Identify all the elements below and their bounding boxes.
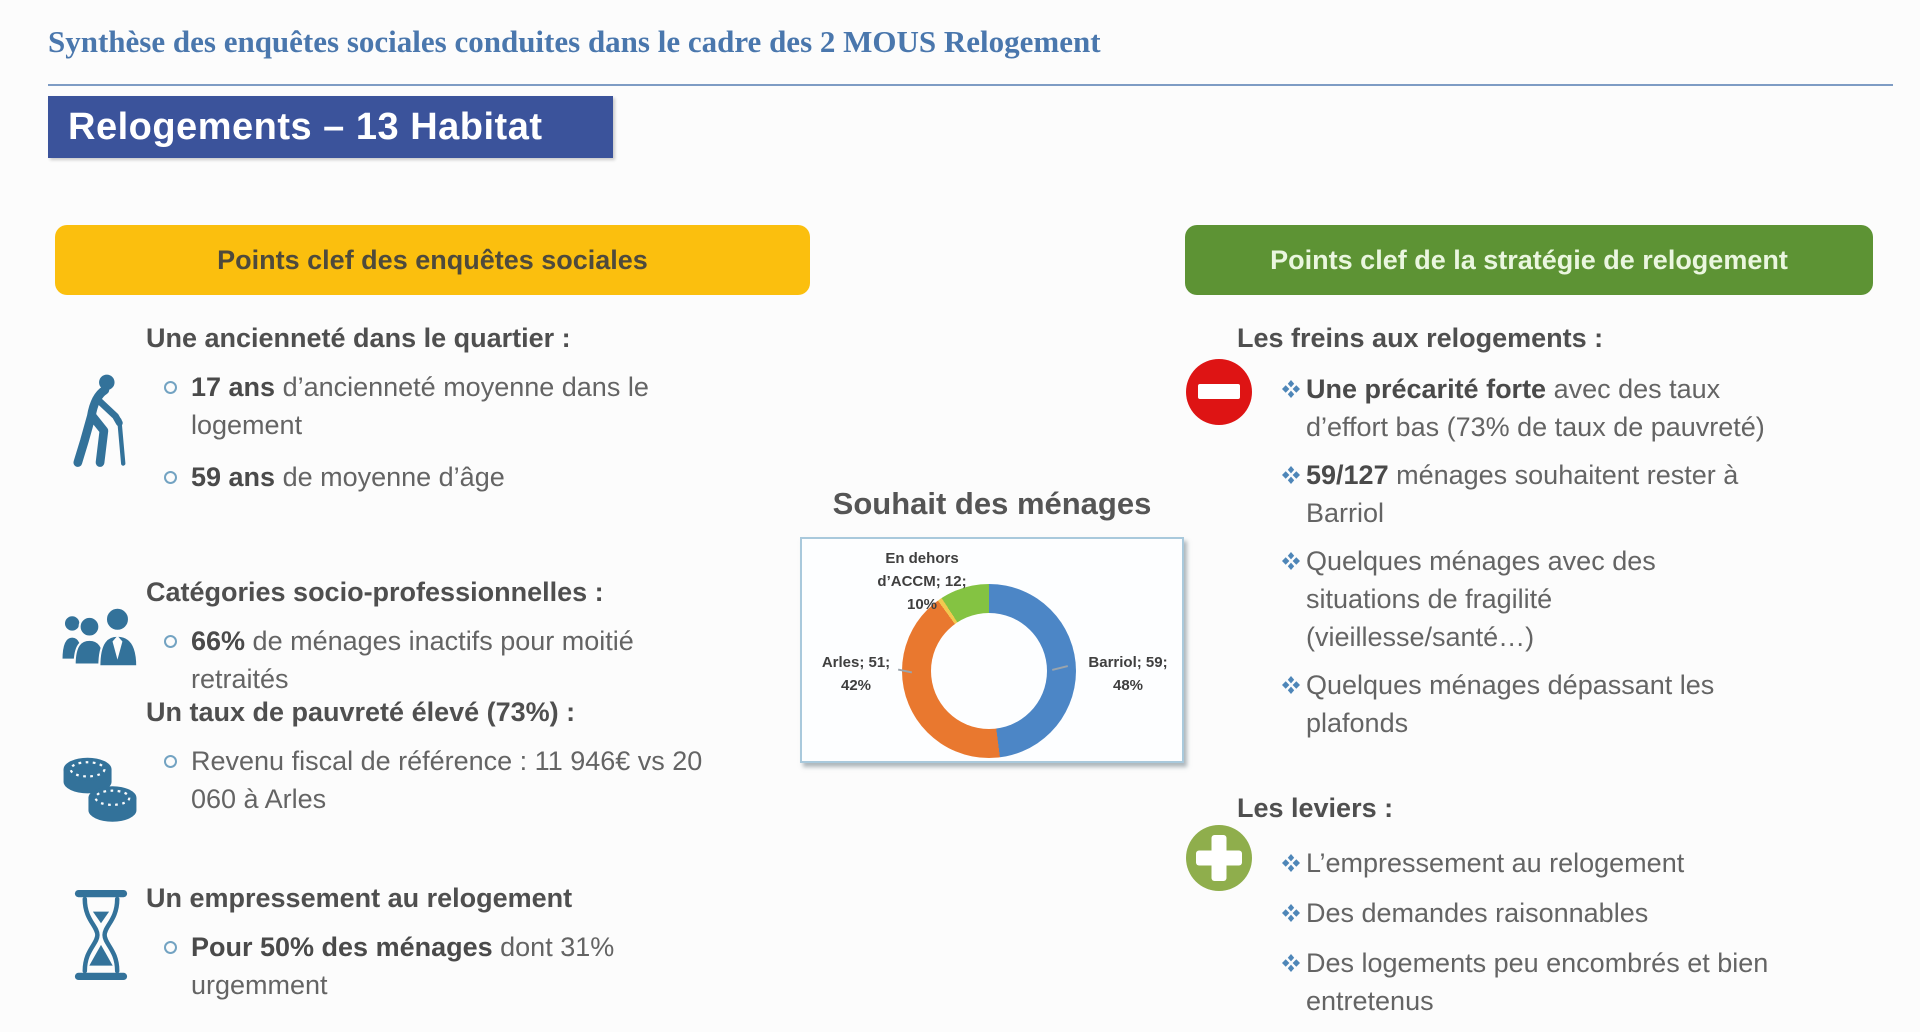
bullet-item: L’empressement au relogement [1281, 844, 1915, 882]
slice-label-line: d’ACCM; 12; [877, 573, 967, 590]
bullet-text: Pour 50% des ménages dont 31% urgemment [191, 932, 615, 1000]
section-heading: Catégories socio-professionnelles : [146, 577, 604, 607]
left-section: Une ancienneté dans le quartier : 17 ans … [48, 318, 708, 510]
left-panel-header-label: Points clef des enquêtes sociales [217, 244, 648, 275]
diamond-bullet-icon [1281, 465, 1301, 485]
bullet-list: Pour 50% des ménages dont 31% urgemment [164, 928, 708, 1004]
bullet-text: Des logements peu encombrés et bien entr… [1306, 948, 1769, 1016]
group-heading: Les leviers : [1237, 793, 1394, 823]
slice-label: En dehors d’ACCM; 12; 10% [847, 547, 997, 616]
bullet-bold-text: 17 ans [191, 372, 276, 402]
bullet-text: Quelques ménages avec des situations de … [1306, 546, 1656, 652]
bullet-bold-text: 59 ans [191, 462, 276, 492]
chart-title: Souhait des ménages [832, 486, 1152, 521]
bullet-item: Pour 50% des ménages dont 31% urgemment [164, 928, 708, 1004]
divider-line [48, 84, 1893, 86]
bullet-bold-text: 59/127 [1306, 460, 1389, 490]
section-heading: Un empressement au relogement [146, 883, 573, 913]
left-section: Un empressement au relogement Pour 50% de… [48, 878, 708, 1018]
right-group: Les freins aux relogements : Une précarit… [1185, 318, 1915, 752]
bullet-item: Une précarité forte avec des taux d’effo… [1281, 370, 1915, 446]
section-heading: Une ancienneté dans le quartier : [146, 323, 571, 353]
slice-label: Barriol; 59; 48% [1058, 651, 1198, 697]
slice-label-line: En dehors [885, 550, 959, 567]
chart-frame: Barriol; 59; 48% Arles; 51; 42% En dehors d’A… [800, 537, 1184, 763]
circle-bullet-icon [164, 941, 177, 954]
diamond-bullet-icon [1281, 551, 1301, 571]
bullet-text: 59/127 ménages souhaitent rester à Barri… [1306, 460, 1739, 528]
diamond-bullet-icon [1281, 675, 1301, 695]
coins-icon [60, 746, 140, 830]
bullet-bold-text: Pour 50% des ménages [191, 932, 493, 962]
document-title: Synthèse des enquêtes sociales conduites… [48, 24, 1101, 59]
bullet-list: Revenu fiscal de référence : 11 946€ vs … [164, 742, 708, 818]
group-heading: Les freins aux relogements : [1237, 323, 1604, 353]
right-panel-header: Points clef de la stratégie de relogemen… [1185, 225, 1873, 295]
slice-label-line: 10% [906, 596, 938, 613]
bullet-text: 17 ans d’ancienneté moyenne dans le loge… [191, 372, 649, 440]
circle-bullet-icon [164, 471, 177, 484]
bullet-list: Une précarité forte avec des taux d’effo… [1281, 370, 1915, 742]
bullet-bold-text: 66% [191, 626, 246, 656]
slice-label-line: 48% [1112, 677, 1144, 694]
circle-bullet-icon [164, 635, 177, 648]
bullet-item: 59/127 ménages souhaitent rester à Barri… [1281, 456, 1915, 532]
slice-label-line: 42% [840, 677, 872, 694]
right-group: Les leviers : L’empressement au relogemen… [1185, 788, 1915, 1032]
bullet-bold-text: Une précarité forte [1306, 374, 1547, 404]
bullet-text: Des demandes raisonnables [1306, 898, 1649, 928]
diamond-bullet-icon [1281, 379, 1301, 399]
bullet-item: Revenu fiscal de référence : 11 946€ vs … [164, 742, 708, 818]
section-heading: Un taux de pauvreté élevé (73%) : [146, 697, 576, 727]
elderly-person-icon [72, 372, 130, 470]
bullet-text: Quelques ménages dépassant les plafonds [1306, 670, 1715, 738]
bullet-item: 17 ans d’ancienneté moyenne dans le loge… [164, 368, 708, 444]
bullet-item: 66% de ménages inactifs pour moitié retr… [164, 622, 708, 698]
circle-bullet-icon [164, 755, 177, 768]
slide-title-banner: Relogements – 13 Habitat [48, 96, 613, 158]
plus-icon [1185, 824, 1253, 892]
bullet-text: 66% de ménages inactifs pour moitié retr… [191, 626, 634, 694]
bullet-text: 59 ans de moyenne d’âge [191, 462, 505, 492]
bullet-text: L’empressement au relogement [1306, 848, 1685, 878]
no-entry-icon [1185, 358, 1253, 426]
left-panel-header: Points clef des enquêtes sociales [55, 225, 810, 295]
bullet-text: Une précarité forte avec des taux d’effo… [1306, 374, 1765, 442]
bullet-item: Des logements peu encombrés et bien entr… [1281, 944, 1915, 1020]
bullet-item: Quelques ménages avec des situations de … [1281, 542, 1915, 656]
bullet-list: L’empressement au relogement Des demandes… [1281, 844, 1915, 1020]
right-panel-header-label: Points clef de la stratégie de relogemen… [1270, 244, 1788, 275]
bullet-item: Quelques ménages dépassant les plafonds [1281, 666, 1915, 742]
bullet-list: 17 ans d’ancienneté moyenne dans le loge… [164, 368, 708, 496]
circle-bullet-icon [164, 381, 177, 394]
bullet-list: 66% de ménages inactifs pour moitié retr… [164, 622, 708, 698]
diamond-bullet-icon [1281, 903, 1301, 923]
people-group-icon [58, 602, 144, 672]
left-section: Catégories socio-professionnelles : 66% d… [48, 572, 708, 712]
slice-label-line: Arles; 51; [821, 654, 891, 671]
diamond-bullet-icon [1281, 953, 1301, 973]
donut-hole [931, 613, 1047, 729]
hourglass-icon [74, 886, 128, 984]
slice-label: Arles; 51; 42% [794, 651, 918, 697]
slide-title: Relogements – 13 Habitat [68, 105, 543, 148]
bullet-item: 59 ans de moyenne d’âge [164, 458, 708, 496]
left-section: Un taux de pauvreté élevé (73%) : Revenu … [48, 692, 708, 832]
diamond-bullet-icon [1281, 853, 1301, 873]
slice-label-line: Barriol; 59; [1088, 654, 1168, 671]
bullet-text: Revenu fiscal de référence : 11 946€ vs … [191, 746, 703, 814]
bullet-item: Des demandes raisonnables [1281, 894, 1915, 932]
